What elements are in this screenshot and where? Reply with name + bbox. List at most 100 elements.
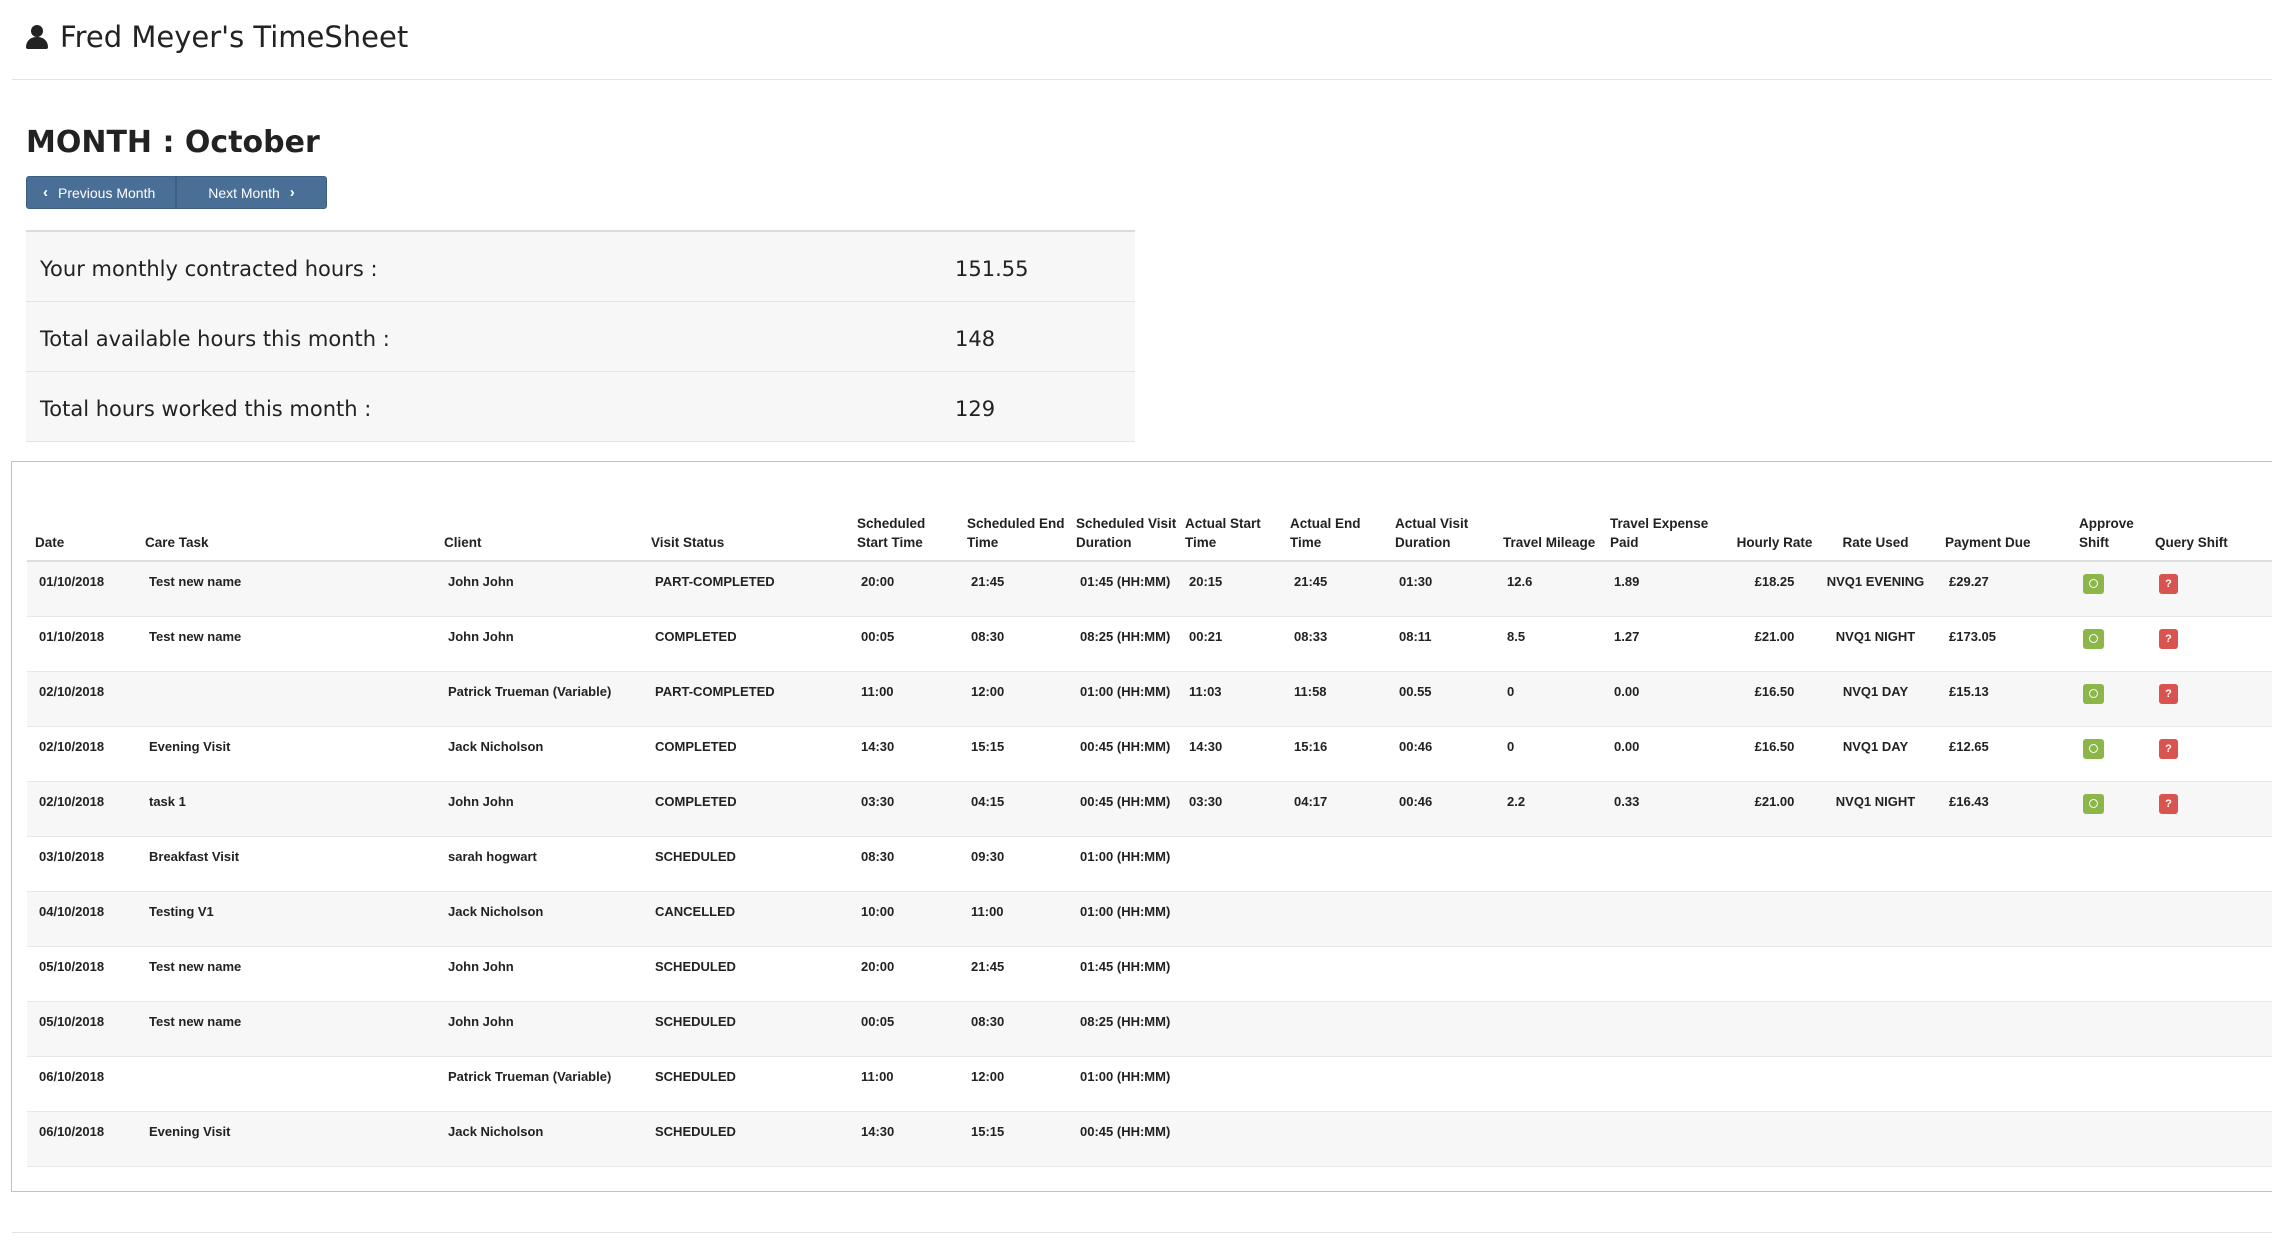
cell-rate-used [1820, 836, 1931, 892]
month-navigation: ‹ Previous Month Next Month › [26, 176, 327, 209]
cell-approve-shift [2071, 1056, 2147, 1112]
page-title: Fred Meyer's TimeSheet [60, 20, 409, 54]
cell-query-shift: ? [2147, 561, 2272, 617]
cell-client: Patrick Trueman (Variable) [436, 1056, 643, 1112]
col-approve-shift: Approve Shift [2071, 462, 2147, 562]
query-shift-button[interactable]: ? [2159, 628, 2178, 649]
cell-care-task [137, 1056, 436, 1112]
query-shift-button[interactable]: ? [2159, 793, 2178, 814]
cell-actual-end [1282, 891, 1387, 947]
cell-care-task: Evening Visit [137, 1111, 436, 1167]
cell-client: John John [436, 781, 643, 837]
cell-travel-expense [1602, 836, 1709, 892]
cell-actual-duration [1387, 946, 1495, 1002]
cell-actual-duration [1387, 1056, 1495, 1112]
table-row: 06/10/2018 Evening Visit Jack Nicholson SCH… [27, 1111, 2272, 1167]
cell-rate-used: NVQ1 DAY [1820, 671, 1931, 727]
query-shift-button[interactable]: ? [2159, 738, 2178, 759]
cell-rate-used [1820, 946, 1931, 1002]
col-date: Date [27, 462, 137, 562]
query-shift-button[interactable]: ? [2159, 574, 2178, 594]
user-icon [26, 23, 48, 51]
cell-visit-status: COMPLETED [643, 616, 849, 672]
cell-scheduled-end: 11:00 [959, 891, 1068, 947]
cell-hourly-rate: £21.00 [1709, 616, 1820, 672]
cell-actual-start [1177, 946, 1282, 1002]
approve-shift-button[interactable] [2083, 628, 2104, 649]
cell-payment-due: £15.13 [1931, 671, 2071, 727]
summary-value: 129 [955, 397, 996, 421]
cell-payment-due [1931, 836, 2071, 892]
cell-payment-due: £29.27 [1931, 561, 2071, 617]
cell-travel-mileage: 12.6 [1495, 561, 1602, 617]
cell-client: Jack Nicholson [436, 1111, 643, 1167]
hours-summary: Your monthly contracted hours : 151.55 T… [26, 230, 1135, 442]
table-row: 06/10/2018 Patrick Trueman (Variable) SCHE… [27, 1056, 2272, 1112]
page-title-wrap: Fred Meyer's TimeSheet [26, 20, 408, 54]
cell-scheduled-start: 11:00 [849, 1056, 959, 1112]
cell-query-shift: ? [2147, 726, 2272, 782]
table-row: 03/10/2018 Breakfast Visit sarah hogwart SC… [27, 836, 2272, 892]
cell-care-task: Testing V1 [137, 891, 436, 947]
cell-rate-used [1820, 891, 1931, 947]
cell-scheduled-end: 15:15 [959, 1111, 1068, 1167]
cell-travel-mileage [1495, 891, 1602, 947]
cell-visit-status: CANCELLED [643, 891, 849, 947]
cell-scheduled-start: 10:00 [849, 891, 959, 947]
cell-visit-status: PART-COMPLETED [643, 671, 849, 727]
cell-scheduled-duration: 01:45 (HH:MM) [1068, 561, 1177, 617]
cell-visit-status: SCHEDULED [643, 1001, 849, 1057]
approve-shift-button[interactable] [2083, 574, 2104, 594]
approve-shift-button[interactable] [2083, 793, 2104, 814]
cell-date: 03/10/2018 [27, 836, 137, 892]
cell-travel-expense [1602, 946, 1709, 1002]
cell-query-shift: ? [2147, 671, 2272, 727]
col-hourly-rate: Hourly Rate [1709, 462, 1820, 562]
cell-actual-duration [1387, 891, 1495, 947]
cell-visit-status: COMPLETED [643, 726, 849, 782]
cell-actual-start: 00:21 [1177, 616, 1282, 672]
cell-scheduled-duration: 01:00 (HH:MM) [1068, 671, 1177, 727]
cell-actual-duration [1387, 1001, 1495, 1057]
cell-scheduled-end: 08:30 [959, 1001, 1068, 1057]
table-row: 02/10/2018 Patrick Trueman (Variable) PART… [27, 671, 2272, 727]
cell-payment-due: £12.65 [1931, 726, 2071, 782]
cell-actual-start [1177, 1001, 1282, 1057]
cell-travel-expense: 1.89 [1602, 561, 1709, 617]
cell-scheduled-start: 20:00 [849, 561, 959, 617]
cell-actual-duration [1387, 1111, 1495, 1167]
approve-shift-button[interactable] [2083, 738, 2104, 759]
cell-travel-mileage: 0 [1495, 726, 1602, 782]
cell-care-task: Test new name [137, 1001, 436, 1057]
col-travel-mileage: Travel Mileage [1495, 462, 1602, 562]
cell-scheduled-start: 20:00 [849, 946, 959, 1002]
cell-query-shift [2147, 1056, 2272, 1112]
query-shift-button[interactable]: ? [2159, 683, 2178, 704]
cell-client: Jack Nicholson [436, 726, 643, 782]
cell-rate-used: NVQ1 NIGHT [1820, 781, 1931, 837]
previous-month-button[interactable]: ‹ Previous Month [26, 176, 176, 209]
cell-visit-status: SCHEDULED [643, 836, 849, 892]
next-month-button[interactable]: Next Month › [176, 176, 327, 209]
cell-hourly-rate: £21.00 [1709, 781, 1820, 837]
cell-date: 02/10/2018 [27, 671, 137, 727]
cell-date: 06/10/2018 [27, 1056, 137, 1112]
cell-payment-due [1931, 946, 2071, 1002]
summary-label: Total hours worked this month : [40, 397, 372, 421]
cell-actual-end: 21:45 [1282, 561, 1387, 617]
cell-actual-end [1282, 1056, 1387, 1112]
col-travel-expense: Travel Expense Paid [1602, 462, 1709, 562]
cell-scheduled-duration: 00:45 (HH:MM) [1068, 726, 1177, 782]
cell-scheduled-start: 00:05 [849, 616, 959, 672]
cell-care-task: Test new name [137, 561, 436, 617]
cell-date: 05/10/2018 [27, 946, 137, 1002]
cell-payment-due [1931, 1111, 2071, 1167]
cell-actual-start [1177, 1111, 1282, 1167]
cell-actual-end [1282, 946, 1387, 1002]
cell-date: 02/10/2018 [27, 781, 137, 837]
cell-hourly-rate [1709, 1111, 1820, 1167]
previous-month-label: Previous Month [58, 184, 156, 201]
approve-shift-button[interactable] [2083, 683, 2104, 704]
cell-payment-due [1931, 1056, 2071, 1112]
cell-approve-shift [2071, 726, 2147, 782]
